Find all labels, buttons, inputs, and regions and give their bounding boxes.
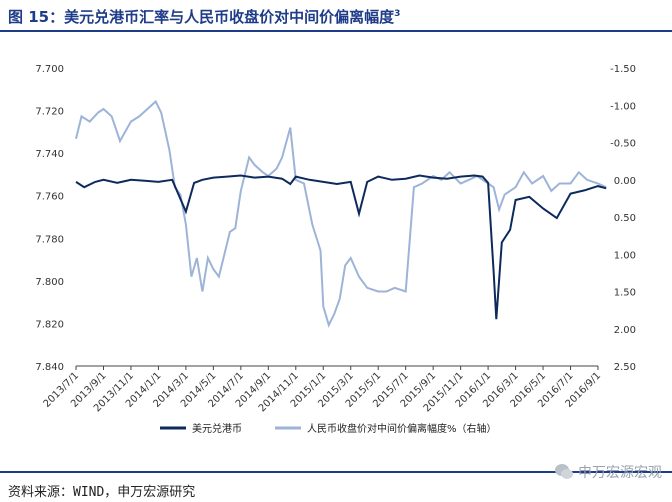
left-tick-label: 7.800 [35, 277, 64, 288]
left-tick-label: 7.840 [35, 362, 64, 373]
legend-label: 美元兑港币 [192, 422, 242, 435]
right-tick-label: -0.50 [610, 139, 636, 150]
x-axis-ticks: 2013/7/12013/9/12013/11/12014/1/12014/3/… [42, 366, 603, 414]
chart-title-text: 图 15：美元兑港币汇率与人民币收盘价对中间价偏离幅度 [8, 8, 395, 26]
right-tick-label: -1.00 [610, 101, 636, 112]
right-axis-ticks: -1.50 -1.00 -0.50 0.00 0.50 1.00 1.50 2.00 2.50 [610, 64, 636, 373]
wechat-icon [555, 464, 573, 479]
right-tick-label: 2.00 [614, 325, 636, 336]
left-tick-label: 7.760 [35, 192, 64, 203]
chart-title: 图 15：美元兑港币汇率与人民币收盘价对中间价偏离幅度3 [8, 6, 400, 27]
legend-label: 人民币收盘价对中间价偏离幅度%（右轴） [307, 422, 497, 435]
left-tick-label: 7.700 [35, 64, 64, 75]
source-note: 资料来源：WIND，申万宏源研究 [8, 485, 196, 500]
left-axis-ticks: 7.700 7.720 7.740 7.760 7.780 7.800 7.820 7.840 [35, 64, 64, 373]
right-tick-label: 0.00 [614, 176, 636, 187]
left-tick-label: 7.820 [35, 319, 64, 330]
chart-title-note: 3 [394, 9, 401, 19]
right-tick-label: -1.50 [610, 64, 636, 75]
right-tick-label: 1.00 [614, 250, 636, 261]
right-tick-label: 2.50 [614, 362, 636, 373]
series-left-line [75, 174, 607, 320]
chart-area: 7.700 7.720 7.740 7.760 7.780 7.800 7.820 7.840… [35, 64, 636, 435]
left-tick-label: 7.740 [35, 149, 64, 160]
right-tick-label: 0.50 [614, 213, 636, 224]
left-tick-label: 7.780 [35, 234, 64, 245]
series-right-line [75, 99, 607, 328]
top-rule [0, 30, 672, 32]
bottom-rule [0, 471, 672, 473]
left-tick-label: 7.720 [35, 107, 64, 118]
watermark: 申万宏源宏观 [554, 462, 662, 482]
watermark-text: 申万宏源宏观 [578, 465, 662, 481]
right-tick-label: 1.50 [614, 288, 636, 299]
legend: 美元兑港币 人民币收盘价对中间价偏离幅度%（右轴） [160, 422, 497, 435]
